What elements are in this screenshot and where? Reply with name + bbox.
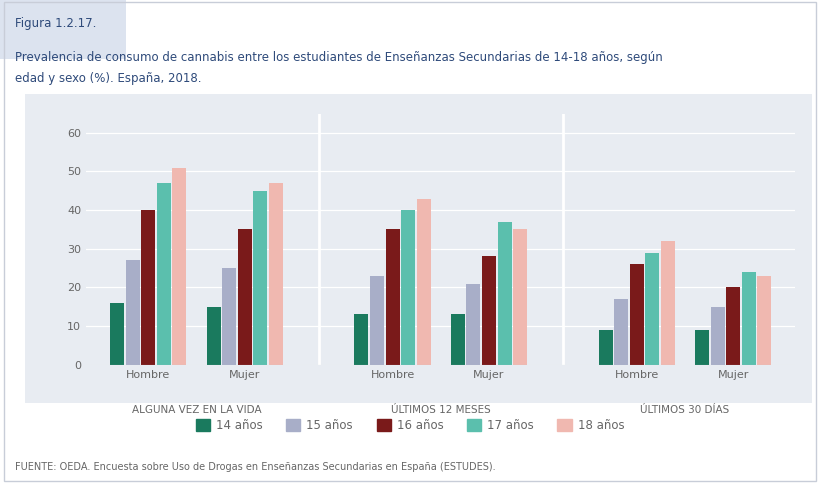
Bar bbox=[416, 199, 430, 365]
Text: ALGUNA VEZ EN LA VIDA: ALGUNA VEZ EN LA VIDA bbox=[132, 405, 261, 415]
Bar bbox=[369, 276, 383, 365]
Bar bbox=[513, 229, 527, 365]
Bar bbox=[222, 268, 236, 365]
Text: edad y sexo (%). España, 2018.: edad y sexo (%). España, 2018. bbox=[15, 72, 201, 85]
Bar bbox=[497, 222, 511, 365]
Bar bbox=[598, 330, 612, 365]
Bar bbox=[629, 264, 643, 365]
Legend: 14 años, 15 años, 16 años, 17 años, 18 años: 14 años, 15 años, 16 años, 17 años, 18 a… bbox=[191, 414, 628, 436]
Bar bbox=[400, 210, 414, 365]
Text: ÚLTIMOS 30 DÍAS: ÚLTIMOS 30 DÍAS bbox=[640, 405, 729, 415]
Bar bbox=[354, 314, 368, 365]
Bar bbox=[206, 307, 220, 365]
Bar bbox=[110, 303, 124, 365]
Bar bbox=[660, 241, 674, 365]
Bar bbox=[253, 191, 267, 365]
Bar bbox=[741, 272, 755, 365]
Bar bbox=[125, 260, 139, 365]
Text: Figura 1.2.17.: Figura 1.2.17. bbox=[15, 17, 96, 30]
Bar bbox=[156, 183, 170, 365]
Bar bbox=[726, 287, 740, 365]
Bar bbox=[450, 314, 464, 365]
Bar bbox=[482, 256, 495, 365]
Text: FUENTE: OEDA. Encuesta sobre Uso de Drogas en Enseñanzas Secundarias en España (: FUENTE: OEDA. Encuesta sobre Uso de Drog… bbox=[15, 462, 495, 472]
Text: ÚLTIMOS 12 MESES: ÚLTIMOS 12 MESES bbox=[391, 405, 490, 415]
Bar bbox=[645, 253, 658, 365]
Bar bbox=[466, 284, 480, 365]
Bar bbox=[269, 183, 283, 365]
Bar bbox=[238, 229, 251, 365]
Bar bbox=[613, 299, 627, 365]
Bar bbox=[710, 307, 724, 365]
Text: Prevalencia de consumo de cannabis entre los estudiantes de Enseñanzas Secundari: Prevalencia de consumo de cannabis entre… bbox=[15, 51, 662, 64]
Bar bbox=[141, 210, 155, 365]
Bar bbox=[172, 168, 186, 365]
Bar bbox=[695, 330, 708, 365]
Bar bbox=[385, 229, 399, 365]
Bar bbox=[757, 276, 771, 365]
